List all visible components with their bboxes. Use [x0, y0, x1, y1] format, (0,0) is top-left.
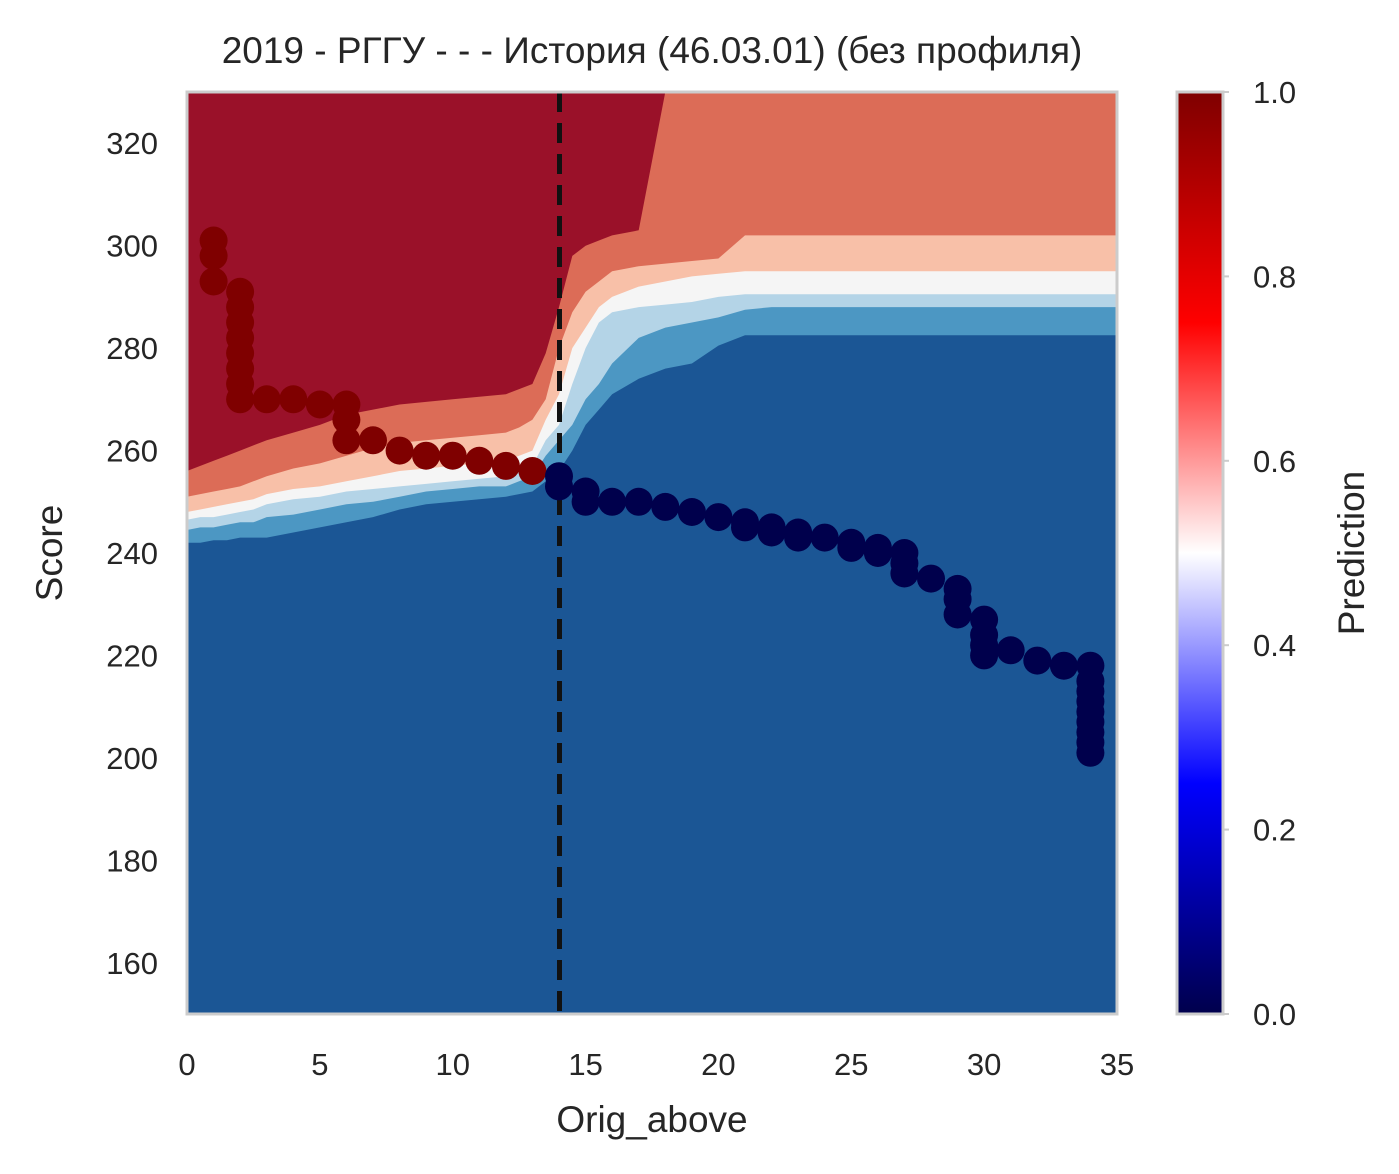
- data-point: [1049, 651, 1078, 680]
- data-point: [784, 523, 813, 552]
- data-point: [518, 457, 547, 485]
- data-point: [731, 513, 759, 542]
- colorbar-tick-label: 0.0: [1253, 997, 1296, 1032]
- x-tick-label: 20: [701, 1047, 735, 1082]
- data-point: [651, 492, 680, 521]
- colorbar-ticks: 0.0 0.2 0.4 0.6 0.8 1.0: [1223, 75, 1296, 1032]
- colorbar-tick-label: 0.6: [1253, 444, 1296, 479]
- data-point: [491, 451, 520, 480]
- x-tick-label: 5: [311, 1047, 328, 1082]
- data-point: [438, 441, 467, 470]
- data-point: [332, 405, 361, 434]
- data-point: [943, 600, 972, 629]
- data-point: [1076, 738, 1105, 767]
- data-point: [677, 498, 706, 526]
- y-axis-label: Score: [29, 505, 70, 602]
- colorbar-label: Prediction: [1331, 471, 1372, 636]
- data-points: [199, 226, 1105, 767]
- data-point: [545, 472, 573, 501]
- x-tick-label: 15: [568, 1047, 602, 1082]
- data-point: [385, 436, 414, 465]
- x-tick-label: 0: [178, 1047, 195, 1082]
- x-tick-label: 30: [967, 1047, 1001, 1082]
- data-point: [305, 390, 334, 419]
- data-point: [465, 446, 494, 475]
- data-point: [412, 441, 441, 470]
- prediction-contours: [187, 92, 1117, 1014]
- x-axis-ticks: 0 5 10 15 20 25 30 35: [178, 1047, 1134, 1082]
- data-point: [359, 426, 387, 455]
- data-point: [279, 385, 308, 414]
- data-point: [624, 487, 653, 516]
- contour-band: [187, 335, 1117, 1014]
- colorbar: [1175, 90, 1225, 1016]
- data-point: [996, 636, 1025, 665]
- y-tick-label: 180: [106, 843, 158, 878]
- data-point: [863, 539, 892, 567]
- y-tick-label: 200: [106, 741, 158, 776]
- data-point: [970, 641, 999, 670]
- x-tick-label: 35: [1100, 1047, 1134, 1082]
- y-tick-label: 280: [106, 331, 158, 366]
- data-point: [598, 487, 627, 516]
- data-point: [252, 385, 281, 414]
- chart-title: 2019 - РГГУ - - - История (46.03.01) (бе…: [222, 30, 1083, 71]
- y-tick-label: 240: [106, 536, 158, 571]
- x-tick-label: 25: [834, 1047, 868, 1082]
- data-point: [571, 487, 600, 516]
- y-tick-label: 160: [106, 946, 158, 981]
- y-tick-label: 320: [106, 126, 158, 161]
- colorbar-tick-label: 0.2: [1253, 813, 1296, 848]
- colorbar-tick-label: 0.4: [1253, 628, 1296, 663]
- y-tick-label: 300: [106, 229, 158, 264]
- data-point: [810, 523, 839, 552]
- y-axis-ticks: 160 180 200 220 240 260 280 300 320: [106, 126, 158, 981]
- data-point: [1023, 646, 1052, 675]
- x-tick-label: 10: [435, 1047, 469, 1082]
- colorbar-tick-label: 1.0: [1253, 75, 1296, 110]
- data-point: [757, 518, 786, 547]
- data-point: [199, 241, 228, 270]
- data-point: [890, 559, 919, 588]
- y-tick-label: 260: [106, 434, 158, 469]
- data-point: [917, 564, 945, 593]
- data-point: [704, 503, 733, 532]
- data-point: [199, 267, 228, 296]
- data-point: [837, 533, 866, 562]
- y-tick-label: 220: [106, 638, 158, 673]
- plot-frame: [185, 90, 1119, 1016]
- colorbar-tick-label: 0.8: [1253, 259, 1296, 294]
- data-point: [226, 385, 255, 414]
- x-axis-label: Orig_above: [556, 1099, 747, 1140]
- data-point: [332, 426, 361, 455]
